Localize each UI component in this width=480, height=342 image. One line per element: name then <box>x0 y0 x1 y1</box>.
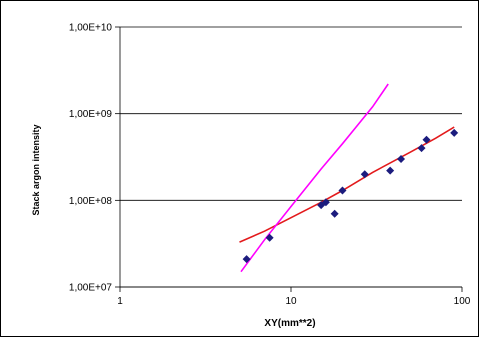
x-tick-label: 1 <box>117 296 123 307</box>
y-tick-label: 1,00E+10 <box>69 23 113 34</box>
x-tick-label: 100 <box>454 296 471 307</box>
y-axis-label: Stack argon intensity <box>31 124 41 215</box>
x-axis-label: XY(mm**2) <box>264 318 315 329</box>
y-tick-label: 1,00E+09 <box>69 109 113 120</box>
y-tick-label: 1,00E+08 <box>69 196 113 207</box>
x-tick-label: 10 <box>285 296 297 307</box>
y-tick-label: 1,00E+07 <box>69 283 113 294</box>
